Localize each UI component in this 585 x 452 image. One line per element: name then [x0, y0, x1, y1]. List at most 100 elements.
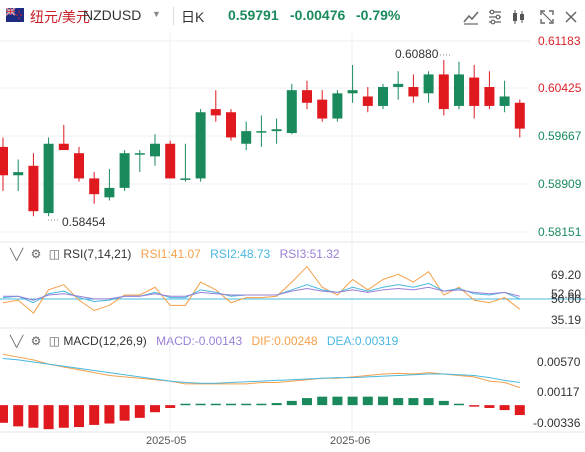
candle-body	[180, 178, 191, 180]
dif-line	[2, 353, 520, 388]
candle-body	[499, 96, 510, 106]
macd-bar	[104, 405, 115, 424]
candle-body	[408, 87, 419, 97]
rsi-tick: 69.20	[551, 268, 581, 282]
collapse-icon[interactable]: ╲╱	[10, 249, 24, 261]
low-label: 0.58454	[62, 215, 106, 229]
candle-body	[150, 143, 160, 157]
rsi-tick: 52.60	[551, 287, 581, 301]
nz-flag-icon	[6, 8, 24, 22]
symbol-selector[interactable]: NZDUSD	[83, 7, 142, 23]
high-label: 0.60880	[395, 47, 439, 61]
macd-bar	[119, 405, 130, 421]
macd-bar	[438, 400, 449, 406]
dif-value: DIF:0.00248	[251, 334, 318, 348]
rsi2-value: RSI2:48.73	[210, 247, 271, 261]
settings-icon[interactable]	[486, 8, 504, 26]
macd-bar	[393, 398, 404, 406]
collapse-icon[interactable]: ╲╱	[10, 336, 24, 348]
macd-tick: 0.00570	[537, 355, 581, 369]
indicator-icon[interactable]	[462, 8, 480, 26]
candle-body	[74, 153, 84, 179]
candle-body	[134, 153, 145, 155]
rsi1-line	[2, 265, 521, 314]
macd-bar	[226, 403, 236, 406]
candle-body	[165, 143, 176, 179]
macd-bar	[165, 405, 176, 408]
fullscreen-icon[interactable]	[538, 8, 556, 26]
candle-body	[195, 112, 206, 179]
candle-body	[104, 187, 115, 198]
macd-bar	[241, 403, 252, 406]
candle-body	[271, 129, 282, 132]
price-tick: 0.58909	[538, 177, 582, 191]
candle-body	[241, 131, 252, 144]
dea-value: DEA:0.00319	[326, 334, 399, 348]
eye-icon[interactable]: ◫	[48, 334, 61, 348]
rsi-header: ╲╱ ⚙ ◫ RSI(7,14,21) RSI1:41.07 RSI2:48.7…	[10, 247, 340, 261]
candle-body	[378, 87, 388, 106]
price-tick: 0.60425	[538, 81, 582, 95]
price-change-pct: -0.79%	[356, 7, 401, 23]
candle-body	[28, 165, 39, 212]
macd-bar	[317, 396, 328, 406]
macd-bar	[302, 398, 312, 406]
candle-body	[332, 93, 343, 119]
candle-body	[210, 109, 221, 116]
rsi-settings-icon[interactable]: ⚙	[30, 247, 42, 261]
candle-body	[0, 146, 8, 176]
rsi-tick: 35.19	[551, 313, 581, 327]
macd-bar	[58, 405, 69, 428]
macd-label: MACD(12,26,9)	[63, 334, 147, 348]
macd-bar	[484, 405, 495, 408]
macd-bar	[256, 403, 267, 406]
last-price: 0.59791	[228, 7, 279, 23]
macd-bar	[195, 403, 206, 406]
eye-icon[interactable]: ◫	[48, 247, 61, 261]
price-change: -0.00476	[290, 7, 346, 23]
macd-bar	[0, 405, 8, 423]
macd-bar	[454, 403, 464, 406]
macd-bar	[514, 405, 525, 416]
macd-bar	[378, 396, 388, 406]
macd-tick: -0.00336	[533, 416, 581, 430]
candle-body	[302, 90, 312, 103]
header-bar: 纽元/美元 NZDUSD ▼ 日K 0.59791 -0.00476 -0.79…	[0, 0, 585, 32]
macd-tick: 0.00117	[537, 385, 580, 399]
rsi3-line	[3, 286, 520, 301]
chevron-down-icon[interactable]: ▼	[152, 9, 161, 19]
rsi1-value: RSI1:41.07	[140, 247, 201, 261]
candle-body	[256, 131, 267, 133]
rsi-label: RSI(7,14,21)	[63, 247, 132, 261]
candle-body	[362, 96, 373, 106]
macd-bar	[180, 403, 191, 406]
macd-bar	[423, 398, 434, 406]
price-tick: 0.58151	[538, 225, 582, 239]
macd-bar	[89, 405, 100, 425]
macd-bar	[286, 400, 297, 406]
macd-header: ╲╱ ⚙ ◫ MACD(12,26,9) MACD:-0.00143 DIF:0…	[10, 334, 398, 348]
candle-type-icon[interactable]	[510, 8, 528, 26]
period-selector[interactable]: 日K	[181, 9, 205, 25]
rsi3-value: RSI3:51.32	[279, 247, 340, 261]
macd-bar	[134, 405, 145, 418]
close-icon[interactable]	[562, 8, 580, 26]
macd-bar	[499, 405, 510, 411]
candle-body	[317, 99, 328, 119]
candle-body	[347, 90, 358, 94]
price-tick: 0.59667	[538, 129, 582, 143]
macd-bar	[332, 396, 343, 406]
divider	[173, 7, 174, 25]
rsi-tick: 50.00	[551, 292, 581, 306]
macd-bar	[271, 403, 282, 406]
rsi2-line	[2, 282, 520, 304]
pair-name: 纽元/美元	[30, 9, 90, 25]
candle-body	[514, 102, 525, 129]
macd-bar	[43, 405, 54, 430]
dea-line	[2, 357, 520, 384]
macd-bar	[74, 405, 84, 428]
macd-settings-icon[interactable]: ⚙	[30, 334, 42, 348]
candle-body	[438, 74, 449, 110]
candle-body	[454, 74, 464, 106]
